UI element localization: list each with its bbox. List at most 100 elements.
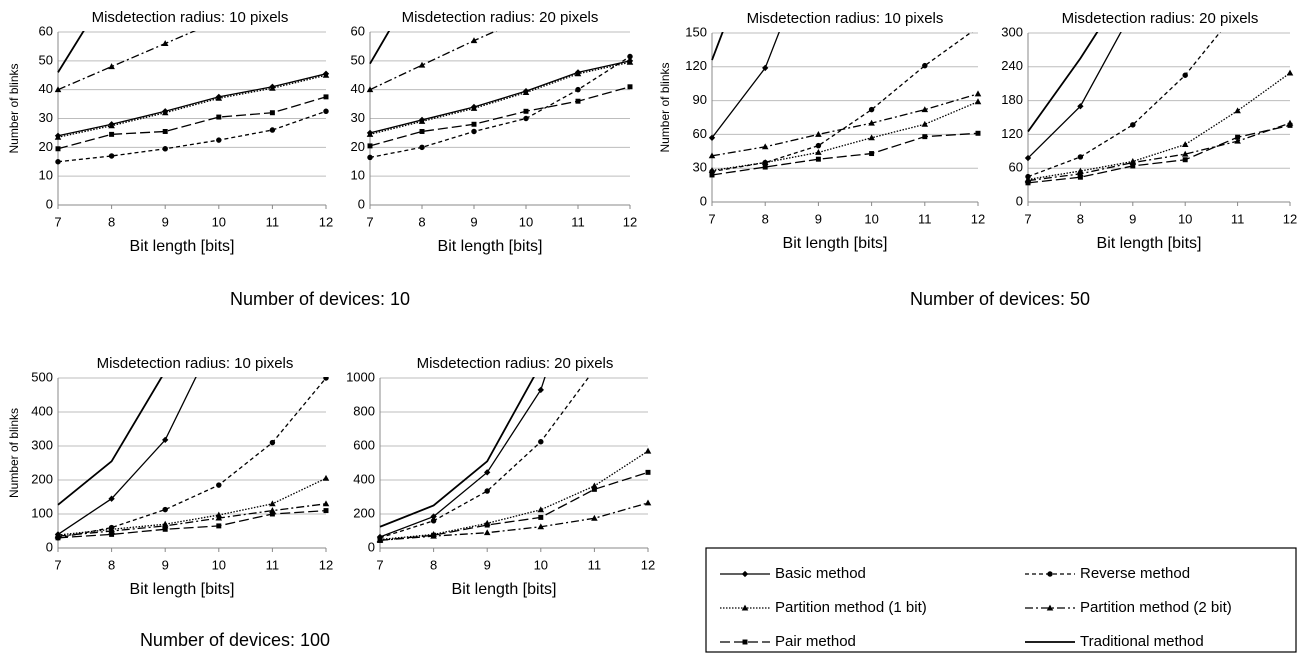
marker xyxy=(627,84,633,90)
y-tick-label: 90 xyxy=(693,92,707,107)
marker xyxy=(1286,69,1294,76)
x-tick-label: 9 xyxy=(484,557,491,572)
series-line xyxy=(57,74,327,138)
marker xyxy=(708,152,716,159)
marker xyxy=(523,108,529,114)
marker xyxy=(1130,163,1136,169)
marker xyxy=(523,115,529,122)
series-line xyxy=(1027,72,1291,181)
y-tick-label: 0 xyxy=(700,193,707,208)
chart-title: Misdetection radius: 20 pixels xyxy=(417,355,614,372)
marker xyxy=(1025,180,1031,186)
x-tick-label: 8 xyxy=(108,557,115,572)
x-tick-label: 11 xyxy=(266,214,280,229)
plot-area xyxy=(376,257,652,543)
marker xyxy=(161,40,169,47)
marker xyxy=(575,98,581,104)
marker xyxy=(537,523,545,530)
marker xyxy=(366,86,374,93)
marker xyxy=(484,469,491,476)
marker xyxy=(1234,137,1241,144)
chart-title: Misdetection radius: 10 pixels xyxy=(747,10,944,27)
marker xyxy=(975,130,981,136)
marker xyxy=(162,146,168,152)
marker xyxy=(708,134,716,141)
marker xyxy=(1182,72,1188,78)
y-tick-label: 50 xyxy=(351,52,365,67)
marker xyxy=(269,511,275,517)
y-tick-label: 180 xyxy=(1001,92,1023,107)
chart: Misdetection radius: 20 pixels 0 10 20 30 40 5… xyxy=(351,9,638,255)
x-tick-label: 9 xyxy=(470,214,477,229)
y-tick-label: 30 xyxy=(39,110,53,125)
chart: Misdetection radius: 20 pixels 0 200 400 600… xyxy=(346,257,655,598)
x-tick-label: 7 xyxy=(1024,211,1031,226)
chart-title: Misdetection radius: 20 pixels xyxy=(1062,10,1259,27)
legend-label: Partition method (1 bit) xyxy=(775,599,927,616)
series-line xyxy=(1027,124,1291,184)
marker xyxy=(868,119,875,126)
y-tick-label: 500 xyxy=(31,369,53,384)
series-line xyxy=(711,93,979,157)
x-tick-label: 7 xyxy=(708,211,715,226)
x-tick-label: 7 xyxy=(54,214,61,229)
chart: Misdetection radius: 10 pixels 0 100 200 300… xyxy=(7,355,333,598)
marker xyxy=(1181,141,1189,148)
marker xyxy=(419,144,425,151)
marker xyxy=(646,257,651,262)
marker xyxy=(216,114,222,120)
y-tick-label: 400 xyxy=(31,403,53,418)
marker xyxy=(430,518,437,524)
marker xyxy=(1046,604,1054,611)
marker xyxy=(54,86,62,93)
series-line xyxy=(57,377,197,535)
x-tick-label: 7 xyxy=(366,214,373,229)
marker xyxy=(1234,107,1241,114)
marker xyxy=(522,89,530,96)
marker xyxy=(418,117,426,124)
y-tick-label: 30 xyxy=(693,160,707,175)
marker xyxy=(366,130,374,137)
marker xyxy=(627,53,633,60)
series-line xyxy=(379,450,649,541)
series-line xyxy=(1027,122,1291,182)
x-tick-label: 10 xyxy=(212,214,226,229)
marker xyxy=(269,110,275,116)
legend-box xyxy=(705,547,1297,653)
y-tick-label: 300 xyxy=(1001,24,1023,39)
marker xyxy=(921,120,929,127)
marker xyxy=(1077,154,1084,160)
marker xyxy=(484,522,490,528)
x-tick-label: 8 xyxy=(430,557,437,572)
x-tick-label: 10 xyxy=(519,214,533,229)
y-tick-label: 300 xyxy=(31,437,53,452)
marker xyxy=(108,122,115,129)
marker xyxy=(741,570,749,578)
marker xyxy=(367,143,373,149)
marker xyxy=(215,94,223,101)
x-tick-label: 8 xyxy=(108,214,115,229)
marker xyxy=(162,506,168,513)
series-line xyxy=(57,96,327,150)
y-tick-label: 400 xyxy=(353,471,375,486)
series-line xyxy=(57,31,196,91)
y-tick-label: 0 xyxy=(46,196,53,211)
marker xyxy=(709,172,715,178)
series-line xyxy=(57,477,327,536)
marker xyxy=(762,164,768,170)
plot-area xyxy=(54,31,330,165)
y-tick-label: 60 xyxy=(351,23,365,38)
marker xyxy=(868,106,875,113)
legend-label: Traditional method xyxy=(1080,633,1204,650)
series-line xyxy=(57,509,327,539)
marker xyxy=(1047,571,1053,577)
y-tick-label: 100 xyxy=(31,505,53,520)
x-axis-label: Bit length [bits] xyxy=(438,238,543,255)
marker xyxy=(55,159,61,165)
marker xyxy=(322,71,330,78)
marker xyxy=(162,128,168,134)
marker xyxy=(431,532,437,538)
x-tick-label: 9 xyxy=(162,557,169,572)
marker xyxy=(471,121,477,127)
chart: Misdetection radius: 10 pixels 0 30 60 90 120… xyxy=(658,10,985,252)
